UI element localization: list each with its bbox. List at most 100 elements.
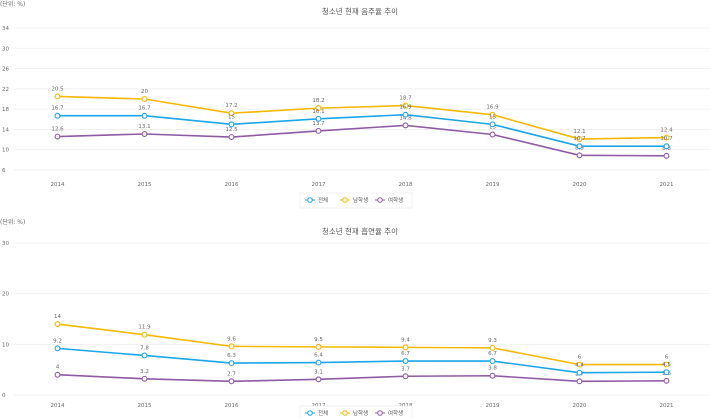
data-point [576,152,583,159]
data-label: 6.7 [401,351,410,357]
data-point [54,93,61,100]
y-tick-label: 30 [2,46,9,52]
data-label: 16.1 [312,109,324,115]
x-tick-label: 2018 [399,182,413,188]
data-point [663,361,670,368]
data-point [489,131,496,138]
data-label: 20 [141,89,148,95]
data-label: 14.8 [399,115,412,121]
data-label: 9.6 [227,336,236,342]
data-label: 4 [56,365,60,371]
data-label: 16.7 [51,106,64,112]
data-point [576,136,583,143]
data-point [54,112,61,119]
data-label: 16.9 [486,105,499,111]
chart-title: 청소년 현재 흡연율 추이 [322,226,398,236]
x-tick-label: 2014 [51,403,65,409]
data-label: 16.9 [399,105,412,111]
data-label: 2.7 [227,371,236,377]
data-point [663,134,670,141]
data-point [576,361,583,368]
data-point [402,111,409,118]
unit-label: (단위: %) [0,218,25,226]
y-tick-label: 22 [2,87,9,93]
x-tick-label: 2015 [138,403,152,409]
y-tick-label: 30 [2,241,9,247]
legend-label: 여학생 [388,196,403,204]
data-label: 14 [54,314,61,320]
series-line-남학생 [57,323,667,366]
data-point [228,378,235,385]
legend-label: 여학생 [388,409,403,417]
data-label: 16.7 [138,106,151,112]
data-point [489,121,496,128]
x-tick-label: 2020 [573,403,587,409]
data-point [141,131,148,137]
data-label: 6.4 [314,353,323,359]
chart-title: 청소년 현재 음주율 추이 [322,6,398,16]
data-label: 12.5 [225,127,238,133]
data-label: 15 [228,114,235,120]
data-point [228,360,235,367]
data-point [402,102,409,109]
data-label: 3.2 [140,369,149,375]
legend-label: 전체 [318,196,328,204]
data-label: 4.5 [662,362,671,368]
series-line-남학생 [57,95,667,140]
x-tick-label: 2020 [573,182,587,188]
data-label: 3.8 [488,366,497,372]
data-label: 12.6 [51,127,64,133]
legend-label: 남학생 [353,409,368,417]
data-label: 9.2 [53,338,62,344]
data-point [402,358,409,365]
y-tick-label: 6 [2,168,6,174]
data-label: 15 [489,114,496,120]
data-label: 13.1 [138,124,150,130]
data-point [489,372,496,379]
y-tick-label: 34 [2,26,9,32]
legend-marker-icon [377,410,383,416]
data-label: 9.3 [488,338,497,344]
data-label: 6 [578,355,582,361]
x-tick-label: 2016 [225,182,239,188]
data-point [489,344,496,351]
data-label: 12.1 [573,129,585,135]
data-point [402,122,409,129]
data-point [54,371,61,378]
data-label: 9.4 [401,337,410,343]
chart-1: (단위: %) 청소년 현재 음주율 추이 6 10 14 18 22 26 30 34 2014 2… [0,0,710,209]
data-point [315,128,322,134]
data-label: 13 [489,125,496,131]
y-tick-label: 0 [2,393,6,399]
legend-marker-icon [342,197,348,203]
x-tick-label: 2014 [51,182,65,188]
data-point [315,115,322,122]
x-tick-label: 2021 [660,182,674,188]
x-tick-label: 2019 [486,403,500,409]
data-point [663,369,670,376]
series-line-전체 [57,347,667,374]
data-label: 3.7 [401,366,410,372]
data-point [141,112,148,119]
legend-label: 전체 [318,409,328,417]
data-label: 9.5 [314,337,323,343]
data-point [402,344,409,351]
data-point [315,359,322,366]
legend-marker-icon [377,197,383,203]
data-point [576,143,583,150]
x-tick-label: 2016 [225,403,239,409]
x-tick-label: 2017 [312,182,326,188]
data-label: 20.5 [51,86,64,92]
data-label: 18.2 [312,98,324,104]
data-point [141,331,148,338]
data-label: 18.7 [399,96,412,102]
y-tick-label: 10 [2,148,9,154]
data-point [228,121,235,128]
unit-label: (단위: %) [0,0,25,8]
data-point [54,345,61,352]
series-line-여학생 [57,124,667,157]
legend-marker-icon [307,410,313,416]
data-point [402,373,409,380]
data-point [141,375,148,382]
